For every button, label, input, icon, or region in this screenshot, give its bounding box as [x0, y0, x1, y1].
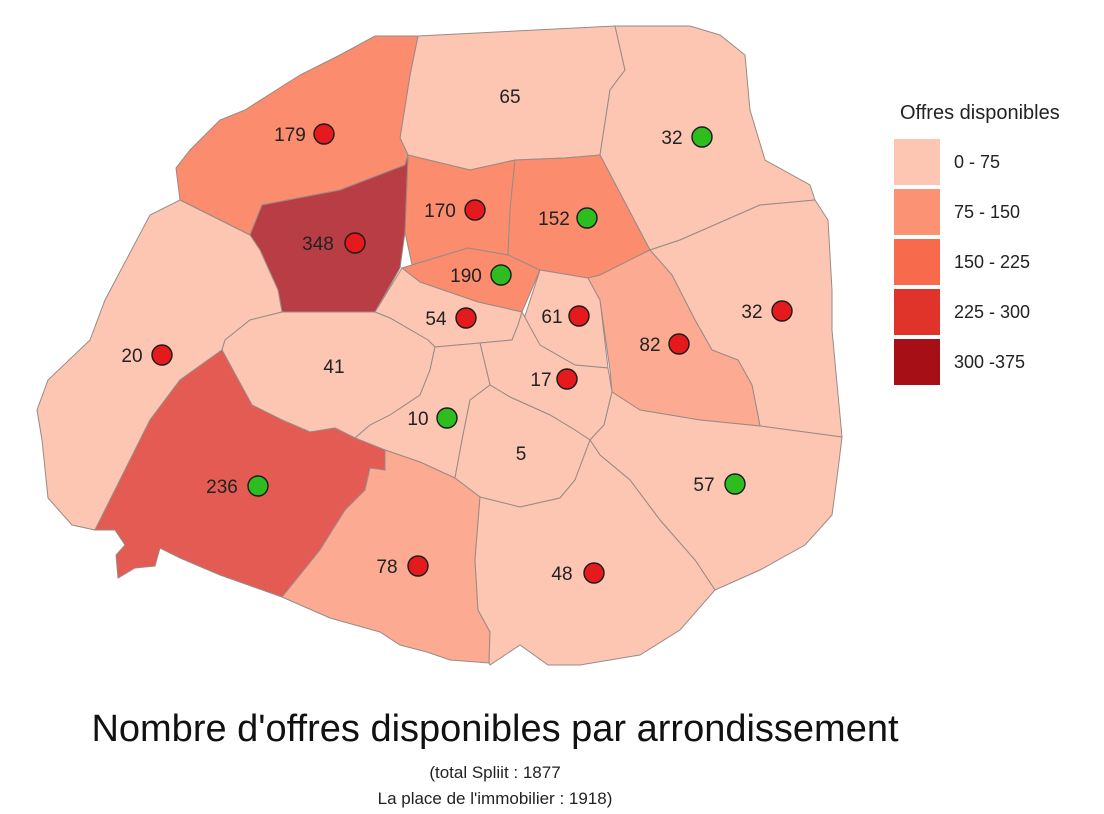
offer-count-label: 170 [424, 201, 456, 222]
legend-title: Offres disponibles [900, 102, 1060, 124]
offer-count-label: 5 [516, 444, 527, 465]
offer-count-label: 57 [693, 475, 714, 496]
legend-label: 150 - 225 [954, 251, 1031, 272]
offer-count-label: 61 [541, 307, 562, 328]
offer-count-label: 65 [499, 87, 520, 108]
offer-count-label: 48 [551, 564, 572, 585]
legend-row: 0 - 75 [894, 137, 1099, 187]
red-dot-marker [668, 333, 690, 355]
arrondissement-region [94, 349, 386, 598]
offer-count-label: 179 [274, 125, 306, 146]
offer-count-label: 54 [425, 309, 447, 330]
red-dot-marker [771, 300, 793, 322]
offer-count-label: 348 [302, 234, 334, 255]
legend-swatch [894, 239, 940, 285]
legend-row: 300 -375 [894, 337, 1099, 387]
red-dot-marker [583, 562, 605, 584]
subtitle-line-1: (total Spliit : 1877 [429, 763, 561, 782]
offer-count-label: 20 [121, 346, 142, 367]
red-dot-marker [568, 305, 590, 327]
subtitle-line-2: La place de l'immobilier : 1918) [377, 789, 613, 808]
offer-count-label: 190 [450, 266, 482, 287]
red-dot-marker [556, 368, 578, 390]
green-dot-marker [724, 473, 746, 495]
legend-label: 300 -375 [954, 351, 1026, 372]
legend-label: 0 - 75 [954, 151, 1001, 172]
green-dot-marker [576, 207, 598, 229]
offer-count-label: 41 [323, 357, 344, 378]
legend-label: 225 - 300 [954, 301, 1031, 322]
red-dot-marker [455, 307, 477, 329]
offer-count-label: 82 [639, 335, 660, 356]
legend-swatch [894, 189, 940, 235]
red-dot-marker [313, 123, 335, 145]
red-dot-marker [344, 232, 366, 254]
legend-swatch [894, 139, 940, 185]
arrondissement-region [474, 438, 716, 666]
red-dot-marker [464, 199, 486, 221]
offer-count-label: 78 [376, 557, 397, 578]
map-title: Nombre d'offres disponibles par arrondis… [91, 708, 899, 750]
offer-count-label: 152 [538, 209, 570, 230]
green-dot-marker [490, 264, 512, 286]
offer-count-label: 17 [530, 370, 551, 391]
legend-row: 225 - 300 [894, 287, 1099, 337]
legend-label: 75 - 150 [954, 201, 1021, 222]
offer-count-label: 32 [741, 302, 762, 323]
legend: Offres disponibles 0 - 75 75 - 150 150 -… [894, 102, 1099, 387]
legend-row: 75 - 150 [894, 187, 1099, 237]
arrondissement-region [404, 154, 516, 266]
legend-row: 150 - 225 [894, 237, 1099, 287]
green-dot-marker [247, 475, 269, 497]
red-dot-marker [151, 344, 173, 366]
offer-count-label: 10 [407, 409, 428, 430]
offer-count-label: 236 [206, 477, 238, 498]
legend-swatch [894, 339, 940, 385]
red-dot-marker [407, 555, 429, 577]
green-dot-marker [436, 407, 458, 429]
offer-count-label: 32 [661, 128, 682, 149]
legend-swatch [894, 289, 940, 335]
green-dot-marker [691, 126, 713, 148]
